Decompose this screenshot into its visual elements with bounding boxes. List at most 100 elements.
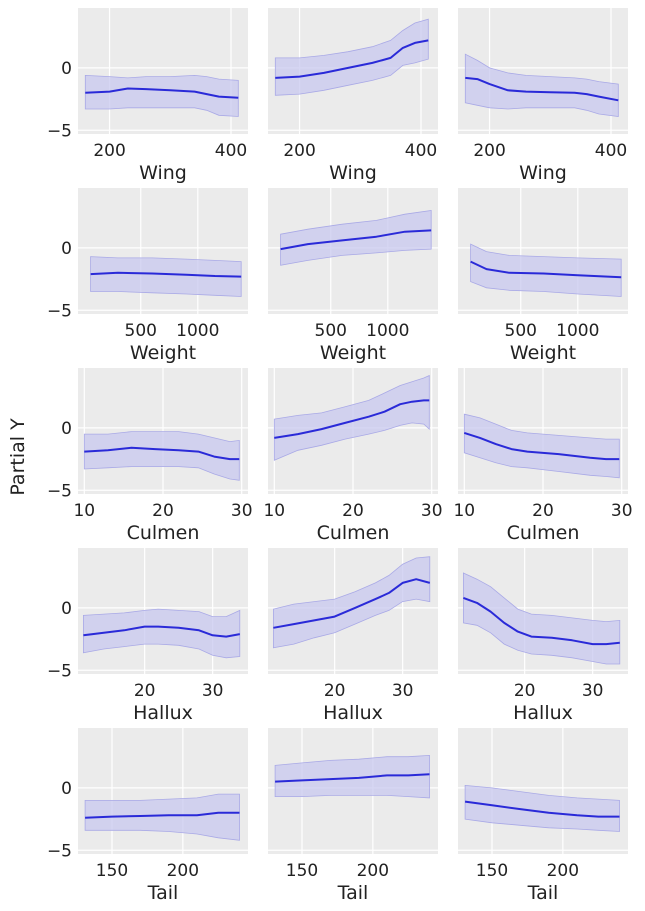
hdi-band	[274, 754, 430, 799]
y-tick-label: 0	[61, 779, 72, 799]
mean-line	[463, 431, 620, 461]
x-tick-label: 20	[532, 501, 554, 521]
x-tick-label: 500	[505, 321, 537, 341]
x-tick-label: 400	[405, 141, 437, 161]
panel-culmen-2: 10 20 30 Culmen	[263, 368, 443, 544]
panel-culmen-3: 10 20 30 Culmen	[453, 368, 633, 544]
hdi-band	[463, 413, 620, 479]
panel-hallux-3: 20 30 Hallux	[458, 548, 628, 724]
x-tick-label: 500	[125, 321, 157, 341]
mean-line	[275, 39, 429, 79]
mean-line	[275, 773, 430, 783]
mean-line	[470, 260, 622, 279]
x-tick-label: 200	[357, 861, 389, 881]
x-tick-label: 20	[324, 681, 346, 701]
panel-wing-3: 200 400 Wing	[458, 8, 628, 184]
x-tick-label: 30	[421, 501, 443, 521]
y-tick-label: −5	[47, 301, 72, 321]
x-tick-label: 200	[283, 141, 315, 161]
mean-line	[280, 229, 432, 251]
x-tick-label: 1000	[366, 321, 409, 341]
x-tick-label: 150	[96, 861, 128, 881]
x-axis-label: Hallux	[133, 702, 193, 724]
x-tick-label: 20	[342, 501, 364, 521]
hdi-band	[83, 608, 241, 659]
panel-hallux-2: 20 30 Hallux	[268, 548, 438, 724]
x-axis-label: Weight	[510, 342, 576, 364]
x-tick-label: 20	[514, 681, 536, 701]
x-tick-label: 1000	[176, 321, 219, 341]
y-axis-label: Partial Y	[7, 418, 29, 496]
mean-line	[273, 578, 431, 629]
y-tick-label: −5	[47, 121, 72, 141]
panel-wing-2: 200 400 Wing	[268, 8, 438, 184]
x-tick-label: 20	[134, 681, 156, 701]
x-axis-label: Weight	[130, 342, 196, 364]
x-axis-label: Wing	[139, 162, 187, 184]
y-tick-label: 0	[61, 419, 72, 439]
x-tick-label: 10	[73, 501, 95, 521]
x-axis-label: Wing	[519, 162, 567, 184]
hdi-band	[274, 18, 429, 96]
x-tick-label: 30	[202, 681, 224, 701]
x-axis-label: Hallux	[513, 702, 573, 724]
hdi-band	[464, 784, 620, 832]
x-tick-label: 150	[476, 861, 508, 881]
y-tick-label: −5	[47, 661, 72, 681]
panel-hallux-1: 20 30 Hallux 0 −5	[47, 548, 248, 724]
hdi-band	[464, 53, 619, 117]
x-axis-label: Tail	[527, 882, 559, 904]
x-axis-label: Culmen	[317, 522, 390, 544]
x-tick-label: 200	[547, 861, 579, 881]
y-tick-label: 0	[61, 59, 72, 79]
x-tick-label: 400	[215, 141, 247, 161]
x-tick-label: 500	[315, 321, 347, 341]
x-tick-label: 10	[263, 501, 285, 521]
x-tick-label: 150	[286, 861, 318, 881]
x-axis-label: Wing	[329, 162, 377, 184]
x-axis-label: Tail	[147, 882, 179, 904]
mean-line	[465, 76, 619, 102]
mean-line	[85, 811, 240, 819]
mean-line	[83, 625, 240, 638]
hdi-band	[83, 431, 240, 481]
mean-line	[463, 596, 620, 646]
x-axis-label: Weight	[320, 342, 386, 364]
x-tick-label: 10	[453, 501, 475, 521]
mean-line	[464, 800, 620, 818]
y-tick-label: 0	[61, 239, 72, 259]
x-tick-label: 30	[231, 501, 253, 521]
hdi-band	[273, 374, 430, 461]
mean-line	[90, 271, 242, 278]
x-tick-label: 200	[93, 141, 125, 161]
y-tick-label: −5	[47, 841, 72, 861]
x-axis-label: Tail	[337, 882, 369, 904]
x-axis-label: Hallux	[323, 702, 383, 724]
x-axis-label: Culmen	[507, 522, 580, 544]
mean-line	[274, 399, 430, 439]
hdi-band	[84, 793, 240, 841]
hdi-band	[280, 210, 432, 266]
hdi-band	[273, 556, 431, 649]
x-tick-label: 30	[611, 501, 633, 521]
x-axis-label: Culmen	[127, 522, 200, 544]
x-tick-label: 1000	[556, 321, 599, 341]
hdi-band	[90, 256, 242, 297]
x-tick-label: 400	[595, 141, 627, 161]
panel-wing-1: 200 400 Wing 0 −5	[47, 8, 248, 184]
panel-culmen-1: 10 20 30 Culmen 0 −5	[47, 368, 253, 544]
x-tick-label: 200	[167, 861, 199, 881]
hdi-band	[470, 243, 622, 297]
x-tick-label: 30	[582, 681, 604, 701]
x-tick-label: 30	[392, 681, 414, 701]
mean-line	[84, 446, 240, 461]
hdi-band	[84, 74, 239, 117]
x-tick-label: 200	[473, 141, 505, 161]
